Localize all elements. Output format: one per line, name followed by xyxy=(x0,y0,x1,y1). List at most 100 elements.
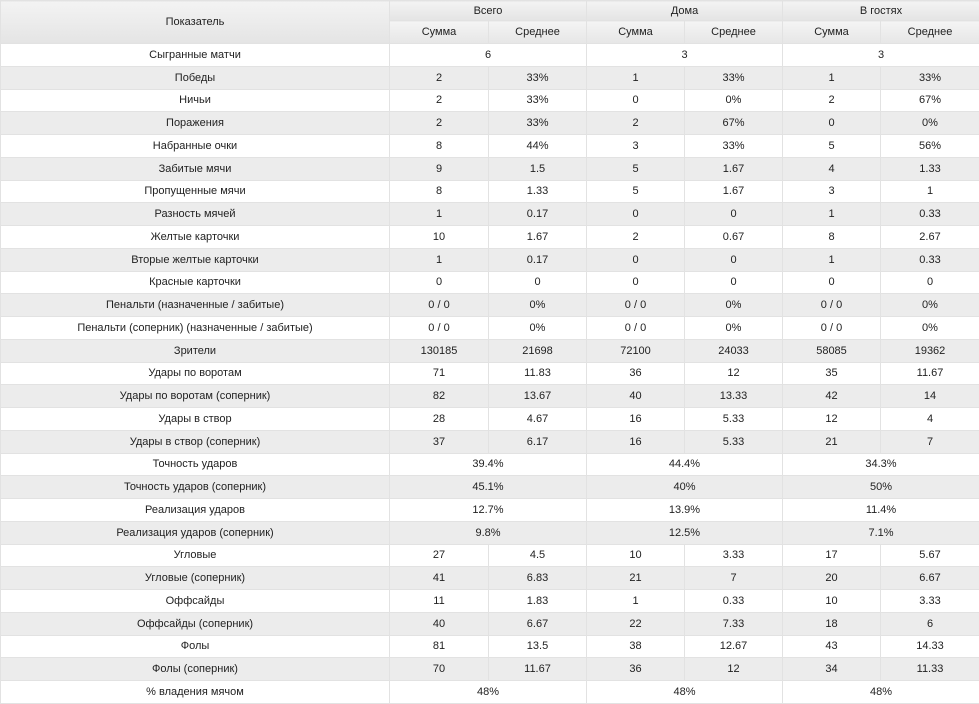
cell-away-avg: 14 xyxy=(880,384,979,408)
cell-total-avg: 13.5 xyxy=(488,634,587,659)
cell-total-sum: 40 xyxy=(389,611,489,636)
cell-home-avg: 1.67 xyxy=(684,156,783,181)
cell-home-sum: 5 xyxy=(586,156,685,181)
cell-total-avg: 0 xyxy=(488,270,587,295)
cell-total-sum: 0 xyxy=(389,270,489,295)
table-row: Оффсайды 11 1.83 1 0.33 10 3.33 xyxy=(0,589,979,613)
cell-away-avg: 5.67 xyxy=(880,543,979,568)
table-row: Угловые 27 4.5 10 3.33 17 5.67 xyxy=(0,543,979,568)
cell-home-avg: 12 xyxy=(684,657,783,681)
table-row: Победы 2 33% 1 33% 1 33% xyxy=(0,65,979,90)
row-label: Реализация ударов (соперник) xyxy=(0,520,390,545)
table-row: Фолы (соперник) 70 11.67 36 12 34 11.33 xyxy=(0,657,979,681)
header-total-sum[interactable]: Сумма xyxy=(389,20,489,44)
cell-total-avg: 11.67 xyxy=(488,657,587,681)
cell-home-sum: 22 xyxy=(586,611,685,636)
row-label: Оффсайды xyxy=(0,589,390,613)
row-label: Красные карточки xyxy=(0,270,390,295)
cell-total-sum: 1 xyxy=(389,202,489,226)
table-row: Фолы 81 13.5 38 12.67 43 14.33 xyxy=(0,634,979,659)
cell-total-sum: 37 xyxy=(389,429,489,454)
table-row: Пропущенные мячи 8 1.33 5 1.67 3 1 xyxy=(0,179,979,204)
cell-total-sum: 2 xyxy=(389,88,489,113)
table-row: Желтые карточки 10 1.67 2 0.67 8 2.67 xyxy=(0,225,979,249)
cell-total-avg: 0% xyxy=(488,316,587,340)
cell-home-sum: 16 xyxy=(586,429,685,454)
cell-away-avg: 0.33 xyxy=(880,202,979,226)
cell-home-avg: 7.33 xyxy=(684,611,783,636)
cell-away-sum: 2 xyxy=(782,88,881,113)
cell-away: 11.4% xyxy=(782,498,979,522)
cell-home-sum: 0 xyxy=(586,88,685,113)
row-label: Реализация ударов xyxy=(0,498,390,522)
row-label: Поражения xyxy=(0,111,390,135)
cell-total-sum: 1 xyxy=(389,247,489,272)
cell-home-avg: 0% xyxy=(684,88,783,113)
cell-away-avg: 56% xyxy=(880,134,979,158)
cell-total-sum: 82 xyxy=(389,384,489,408)
cell-total-sum: 0 / 0 xyxy=(389,293,489,317)
cell-away-sum: 18 xyxy=(782,611,881,636)
row-label: Фолы (соперник) xyxy=(0,657,390,681)
cell-total-sum: 81 xyxy=(389,634,489,659)
cell-total: 12.7% xyxy=(389,498,587,522)
cell-total-sum: 11 xyxy=(389,589,489,613)
cell-home-avg: 33% xyxy=(684,65,783,90)
row-label: Удары в створ xyxy=(0,407,390,431)
cell-total-sum: 2 xyxy=(389,111,489,135)
header-group-away[interactable]: В гостях xyxy=(782,0,979,21)
cell-home-avg: 1.67 xyxy=(684,179,783,204)
table-row: Реализация ударов (соперник) 9.8% 12.5% 7.1… xyxy=(0,520,979,545)
cell-total: 45.1% xyxy=(389,475,587,499)
cell-home-sum: 2 xyxy=(586,225,685,249)
row-label: Фолы xyxy=(0,634,390,659)
cell-away: 34.3% xyxy=(782,452,979,477)
cell-total-avg: 1.5 xyxy=(488,156,587,181)
cell-home-sum: 0 / 0 xyxy=(586,293,685,317)
row-label: % владения мячом xyxy=(0,680,390,704)
row-label: Забитые мячи xyxy=(0,156,390,181)
cell-home-sum: 1 xyxy=(586,589,685,613)
cell-home-sum: 36 xyxy=(586,657,685,681)
row-label: Угловые xyxy=(0,543,390,568)
header-home-sum[interactable]: Сумма xyxy=(586,20,685,44)
cell-away-avg: 6.67 xyxy=(880,566,979,590)
cell-total: 9.8% xyxy=(389,520,587,545)
cell-home-sum: 0 xyxy=(586,202,685,226)
cell-away-sum: 8 xyxy=(782,225,881,249)
cell-total-avg: 4.5 xyxy=(488,543,587,568)
cell-away-avg: 3.33 xyxy=(880,589,979,613)
cell-home-avg: 7 xyxy=(684,566,783,590)
header-indicator[interactable]: Показатель xyxy=(0,0,390,44)
cell-home-avg: 67% xyxy=(684,111,783,135)
cell-away: 7.1% xyxy=(782,520,979,545)
table-row: Сыгранные матчи 6 3 3 xyxy=(0,43,979,67)
cell-total-sum: 9 xyxy=(389,156,489,181)
cell-home-avg: 0% xyxy=(684,316,783,340)
table-row: Вторые желтые карточки 1 0.17 0 0 1 0.33 xyxy=(0,247,979,272)
cell-home-sum: 5 xyxy=(586,179,685,204)
header-group-total[interactable]: Всего xyxy=(389,0,587,21)
cell-home-sum: 0 / 0 xyxy=(586,316,685,340)
cell-home-avg: 0.67 xyxy=(684,225,783,249)
cell-home-sum: 1 xyxy=(586,65,685,90)
cell-total-avg: 11.83 xyxy=(488,361,587,386)
header-total-avg[interactable]: Среднее xyxy=(488,20,587,44)
table-row: Точность ударов (соперник) 45.1% 40% 50% xyxy=(0,475,979,499)
cell-home-avg: 5.33 xyxy=(684,407,783,431)
cell-home: 44.4% xyxy=(586,452,783,477)
cell-home-avg: 5.33 xyxy=(684,429,783,454)
cell-home: 3 xyxy=(586,43,783,67)
header-away-sum[interactable]: Сумма xyxy=(782,20,881,44)
cell-home: 48% xyxy=(586,680,783,704)
cell-total-sum: 70 xyxy=(389,657,489,681)
header-home-avg[interactable]: Среднее xyxy=(684,20,783,44)
header-group-home[interactable]: Дома xyxy=(586,0,783,21)
cell-away-sum: 12 xyxy=(782,407,881,431)
header-away-avg[interactable]: Среднее xyxy=(880,20,979,44)
cell-away-sum: 0 / 0 xyxy=(782,293,881,317)
cell-home-sum: 36 xyxy=(586,361,685,386)
cell-away-sum: 34 xyxy=(782,657,881,681)
cell-total-sum: 8 xyxy=(389,134,489,158)
